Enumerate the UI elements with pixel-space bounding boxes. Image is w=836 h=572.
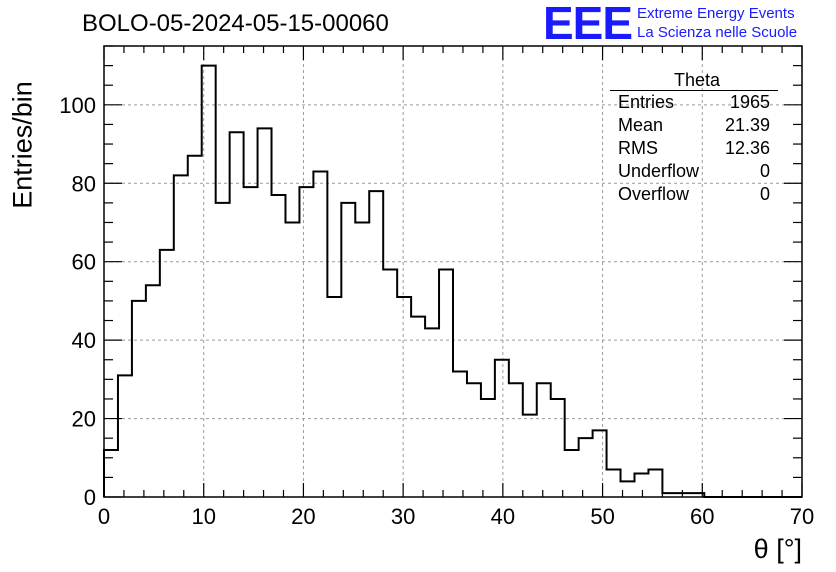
x-tick-label: 50 <box>590 504 614 529</box>
y-axis-label: Entries/bin <box>7 81 38 209</box>
y-tick-label: 40 <box>72 328 96 353</box>
histogram-bin <box>188 156 202 497</box>
histogram-bin <box>230 132 244 497</box>
stats-value: 0 <box>759 184 770 204</box>
histogram-bin <box>467 383 481 497</box>
histogram-bin <box>607 470 621 497</box>
plot-area-border <box>103 45 803 498</box>
stats-label: Underflow <box>618 161 700 181</box>
histogram-bin <box>341 203 355 497</box>
y-axis-label-box: Entries/bin <box>8 81 38 209</box>
y-tick-label: 80 <box>72 171 96 196</box>
histogram-bin <box>258 128 272 497</box>
stats-value: 12.36 <box>724 138 770 158</box>
histogram-bin <box>160 250 174 497</box>
x-tick-label: 60 <box>690 504 714 529</box>
histogram-bin <box>369 191 383 497</box>
histogram-bin <box>355 222 369 497</box>
histogram-bin <box>132 301 146 497</box>
histogram-bin <box>634 473 648 497</box>
stats-value: 21.39 <box>724 115 770 135</box>
y-tick-label: 0 <box>84 485 96 510</box>
histogram-bin <box>383 270 397 497</box>
histogram-bin <box>537 383 551 497</box>
x-tick-label: 0 <box>98 504 110 529</box>
y-tick-label: 100 <box>59 93 96 118</box>
stats-row-overflow: Overflow 0 <box>610 183 778 206</box>
histogram-bin <box>593 430 607 497</box>
axis-tick-labels: 0 10 20 30 40 50 60 70 0 20 40 60 80 100 <box>59 93 814 529</box>
histogram-bin <box>523 415 537 497</box>
y-tick-label: 60 <box>72 250 96 275</box>
histogram-bin <box>118 375 132 497</box>
histogram-bin <box>551 399 565 497</box>
histogram-bin <box>285 222 299 497</box>
histogram-bin <box>272 195 286 497</box>
axis-ticks <box>103 45 803 498</box>
histogram-bin <box>299 187 313 497</box>
histogram-bin <box>216 203 230 497</box>
stats-row-entries: Entries 1965 <box>610 91 778 114</box>
histogram-bin <box>439 270 453 497</box>
histogram-bin <box>481 399 495 497</box>
histogram-bin <box>648 470 662 497</box>
stats-label: RMS <box>618 138 658 158</box>
histogram-bin <box>425 328 439 497</box>
stats-value: 0 <box>759 161 770 181</box>
histogram-bin <box>509 383 523 497</box>
stats-row-mean: Mean 21.39 <box>610 114 778 137</box>
x-tick-label: 30 <box>391 504 415 529</box>
histogram-bin <box>565 450 579 497</box>
histogram-bin <box>453 372 467 497</box>
histogram-bin <box>579 438 593 497</box>
histogram-bin <box>411 317 425 497</box>
stats-row-rms: RMS 12.36 <box>610 137 778 160</box>
histogram-bin <box>244 187 258 497</box>
eee-logo: EEE <box>543 0 633 49</box>
x-tick-label: 20 <box>291 504 315 529</box>
histogram-series <box>103 64 802 498</box>
stats-value: 1965 <box>729 92 770 112</box>
x-tick-label: 40 <box>491 504 515 529</box>
histogram-bin <box>397 297 411 497</box>
stats-label: Overflow <box>618 184 690 204</box>
x-axis-label: θ [°] <box>753 534 802 564</box>
stats-label: Entries <box>618 92 675 112</box>
logo-line-1: Extreme Energy Events <box>637 5 795 22</box>
x-tick-label: 10 <box>191 504 215 529</box>
histogram-outline <box>103 64 802 498</box>
plot-frame <box>103 45 803 498</box>
histogram-bin <box>495 360 509 497</box>
histogram-bin <box>146 285 160 497</box>
stats-title: Theta <box>610 70 778 91</box>
chart-title: BOLO-05-2024-05-15-00060 <box>82 10 389 37</box>
logo-line-2: La Scienza nelle Scuole <box>637 24 798 41</box>
stats-box: Theta Entries 1965 Mean 21.39 RMS 12.36 … <box>610 70 778 206</box>
eee-logo-text: Extreme Energy Events La Scienza nelle S… <box>637 4 797 42</box>
y-tick-label: 20 <box>72 407 96 432</box>
histogram-bin <box>174 175 188 497</box>
histogram-bin <box>313 171 327 497</box>
x-tick-label: 70 <box>790 504 814 529</box>
stats-label: Mean <box>618 115 664 135</box>
histogram-bin <box>202 66 216 497</box>
histogram-bin <box>104 450 118 497</box>
histogram-bin <box>327 297 341 497</box>
stats-row-underflow: Underflow 0 <box>610 160 778 183</box>
